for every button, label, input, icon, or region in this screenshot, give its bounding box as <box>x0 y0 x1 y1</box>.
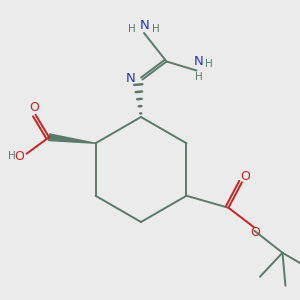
Text: O: O <box>14 150 24 163</box>
Text: N: N <box>194 55 204 68</box>
Text: O: O <box>29 101 39 114</box>
Text: N: N <box>140 19 149 32</box>
Text: H: H <box>8 151 16 161</box>
Text: N: N <box>126 71 135 85</box>
Text: O: O <box>250 226 260 239</box>
Polygon shape <box>49 134 95 143</box>
Text: H: H <box>152 24 159 34</box>
Text: O: O <box>240 170 250 183</box>
Text: H: H <box>195 71 203 82</box>
Text: H: H <box>128 24 136 34</box>
Text: H: H <box>205 59 213 69</box>
